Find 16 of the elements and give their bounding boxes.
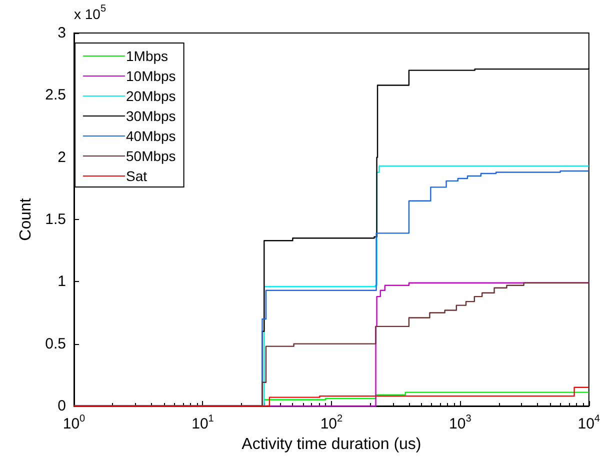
y-tick-label: 0.5 xyxy=(45,335,66,352)
x-axis-title: Activity time duration (us) xyxy=(242,436,422,453)
y-axis-title: Count xyxy=(18,198,34,241)
legend-label: 40Mbps xyxy=(126,128,176,144)
y-tick-label: 1.5 xyxy=(45,211,66,228)
y-tick-label: 2 xyxy=(58,148,66,166)
legend-label: 1Mbps xyxy=(126,48,168,64)
legend-label: 10Mbps xyxy=(126,68,176,84)
legend-label: Sat xyxy=(126,168,148,184)
y-tick-label: 2.5 xyxy=(45,86,66,104)
legend-label: 20Mbps xyxy=(126,88,176,104)
y-tick-label: 1 xyxy=(58,273,66,290)
y-tick-label: 3 xyxy=(58,24,66,42)
legend-label: 50Mbps xyxy=(126,148,176,164)
legend-label: 30Mbps xyxy=(126,108,176,124)
y-tick-label: 0 xyxy=(58,398,66,414)
